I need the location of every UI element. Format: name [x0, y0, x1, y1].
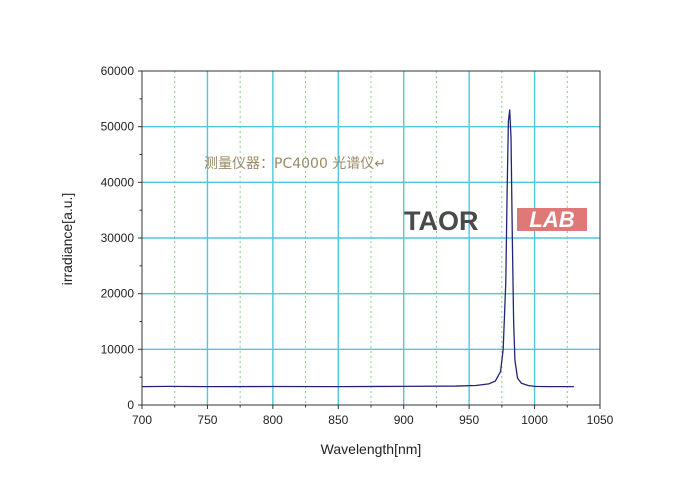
x-tick-label: 900 [394, 413, 414, 427]
tick-layer: 700 750 800 850 900 950 1000 1050 0 10000 20000 300… [101, 64, 614, 427]
series-line [141, 109, 574, 388]
y-tick-label: 10000 [101, 342, 135, 356]
x-tick-label: 850 [328, 413, 348, 427]
logo-lab-text: LAB [529, 207, 574, 232]
x-tick-label: 950 [459, 413, 479, 427]
instrument-annotation: 测量仪器：PC4000 光谱仪↵ [204, 156, 386, 172]
y-tick-label: 30000 [101, 231, 135, 245]
series-layer [141, 109, 574, 388]
logo-lab-block [517, 208, 587, 231]
x-tick-label: 800 [263, 413, 283, 427]
y-axis-title: irradiance[a.u.] [59, 193, 75, 286]
y-tick-label: 60000 [101, 64, 135, 78]
x-tick-label: 750 [197, 413, 217, 427]
y-tick-label: 0 [127, 398, 134, 412]
y-tick-label: 50000 [101, 120, 135, 134]
grid-layer [142, 71, 600, 405]
logo-taor-text: TAOR [404, 206, 479, 236]
y-tick-label: 40000 [101, 175, 135, 189]
x-tick-label: 1050 [587, 413, 614, 427]
taorlab-logo: TAOR LAB [404, 206, 587, 236]
x-axis-title: Wavelength[nm] [321, 441, 422, 457]
x-tick-label: 700 [132, 413, 152, 427]
x-tick-label: 1000 [521, 413, 548, 427]
y-tick-label: 20000 [101, 287, 135, 301]
